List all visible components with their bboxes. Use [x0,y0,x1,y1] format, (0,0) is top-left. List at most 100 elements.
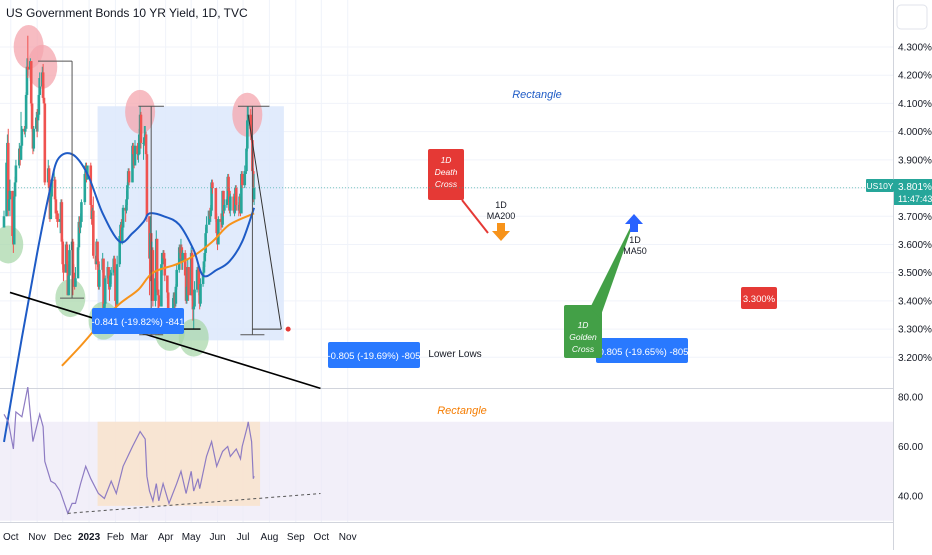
candle-body [137,134,141,155]
support-trendline [9,291,321,390]
candle-body [65,244,69,265]
candle-body [25,66,29,95]
price-tick-label: 3.400% [898,296,932,307]
candle-body [102,258,105,310]
candle [187,267,190,301]
candle-body [249,114,253,129]
candle-body [166,275,169,293]
candle [211,179,214,194]
candle [30,103,34,132]
candle-body [136,145,139,155]
candle [183,250,187,276]
candle-body [97,269,101,287]
candle [103,275,107,307]
drop-label-1 [92,308,184,334]
candle [5,162,8,217]
candle [35,111,38,132]
death-cross-text-3: Cross [435,179,458,189]
golden-cross-text-2: Golden [569,332,597,342]
candle-body [121,207,125,228]
countdown-text: 11:47:43 [898,194,932,204]
candle-body [7,199,11,211]
candle-body [203,252,207,262]
candle-body [23,128,27,132]
candle-body [53,179,57,200]
candle [133,140,137,166]
time-axis-bg [0,522,893,550]
candle-body [175,269,179,287]
candle-body [193,289,196,307]
candle [118,230,122,268]
price-tick-label: 4.100% [898,99,932,110]
candle-body [80,202,83,222]
death-cross-text-2: Death [435,167,458,177]
candle-body [132,145,135,155]
candle-body [243,171,247,186]
candle-body [214,188,218,220]
candle-body [227,176,230,191]
candle-body [251,171,255,200]
candle-body [43,103,47,183]
candle-body [13,182,17,197]
time-tick-label: May [182,532,201,543]
candle-body [157,295,161,307]
price-axis-bg [893,0,932,550]
candle [175,264,179,290]
candle-body [19,145,23,160]
candle [191,289,195,321]
candle-body [185,286,189,301]
candle-body [36,114,40,121]
candle-body [204,233,207,253]
candle-body [109,275,112,287]
candle [232,193,236,214]
candle-body [210,182,213,211]
rsi-line [3,386,255,515]
ma200-label-1: 1D [495,200,507,210]
drop-label-3-text: -0.805 (-19.65%) -805 [596,347,689,358]
candle [136,142,139,160]
candle-body [103,303,106,310]
candle [24,92,28,129]
candle-body [223,204,226,211]
candle-body [126,185,129,200]
candle-body [96,241,99,262]
candle [8,179,12,217]
candle [68,244,71,276]
candle [12,190,16,245]
candle [215,213,218,237]
candle [234,185,238,211]
candle [139,111,143,149]
candle [76,244,80,279]
candle-body [14,165,18,183]
candle-body [143,140,146,143]
drop-label-2 [328,342,420,368]
drop-label-3 [596,338,688,363]
candle-body [131,145,134,183]
golden-cross-text-1: 1D [578,320,589,330]
candle-body [120,227,124,242]
candle-body [30,103,34,129]
candle [80,199,83,222]
candle-body [177,247,181,270]
target-label-text: 3.300% [743,294,776,305]
candle-body [60,202,64,242]
bottom-circle [0,225,24,264]
candle-body [191,295,195,310]
time-tick-label: Sep [287,532,305,543]
rsi-tick-label: 40.00 [898,492,923,503]
candle [199,278,202,307]
candle [14,159,18,183]
time-tick-label: Mar [131,532,149,543]
candle-body [133,145,137,166]
candle [25,58,29,98]
candle [38,72,42,95]
rsi-support-line [67,493,321,514]
candle-body [192,306,196,310]
candle-body [115,264,119,304]
candle-body [92,210,95,256]
candle-body [160,264,163,307]
settings-button[interactable] [896,4,928,30]
ma50-arrow [625,214,643,232]
time-tick-label: Apr [158,532,174,543]
